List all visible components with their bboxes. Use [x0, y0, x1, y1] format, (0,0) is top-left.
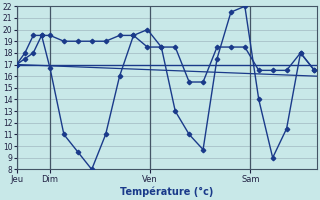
X-axis label: Température (°c): Température (°c) — [120, 187, 213, 197]
